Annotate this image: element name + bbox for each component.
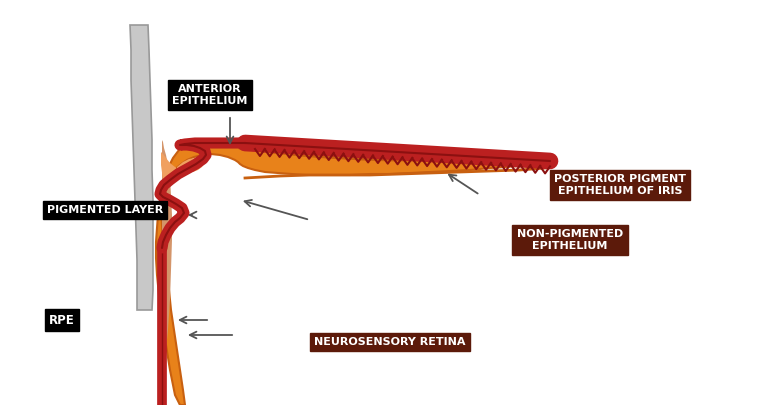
Text: RPE: RPE bbox=[49, 313, 74, 326]
Text: PIGMENTED LAYER: PIGMENTED LAYER bbox=[47, 205, 163, 215]
Text: ANTERIOR
EPITHELIUM: ANTERIOR EPITHELIUM bbox=[172, 84, 248, 106]
Text: POSTERIOR PIGMENT
EPITHELIUM OF IRIS: POSTERIOR PIGMENT EPITHELIUM OF IRIS bbox=[554, 174, 686, 196]
Polygon shape bbox=[156, 140, 550, 405]
Text: NEUROSENSORY RETINA: NEUROSENSORY RETINA bbox=[314, 337, 465, 347]
Text: NON-PIGMENTED
EPITHELIUM: NON-PIGMENTED EPITHELIUM bbox=[517, 229, 623, 251]
Polygon shape bbox=[130, 25, 153, 310]
Polygon shape bbox=[162, 140, 172, 380]
Polygon shape bbox=[161, 152, 204, 195]
